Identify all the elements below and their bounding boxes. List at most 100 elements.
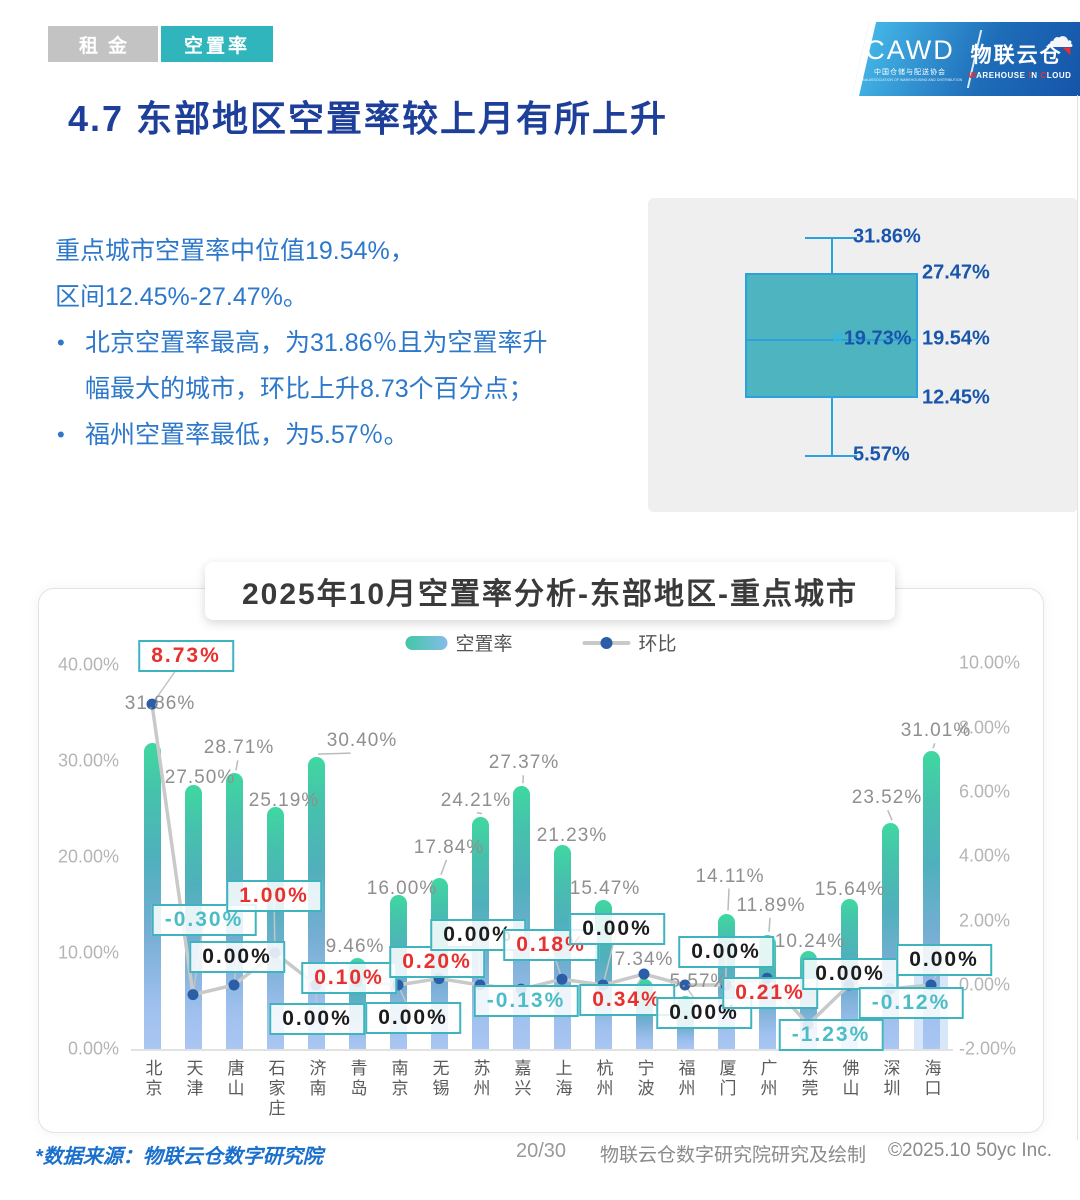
chart-title: 2025年10月空置率分析-东部地区-重点城市	[205, 562, 895, 620]
right-axis-tick: 6.00%	[959, 781, 1011, 802]
x-axis-label-宁波: 宁波	[634, 1059, 654, 1099]
cawd-logo-text: CAWD	[865, 34, 955, 65]
x-axis-label-苏州: 苏州	[470, 1059, 490, 1099]
x-axis-label-青岛: 青岛	[347, 1059, 367, 1099]
median-line	[745, 339, 918, 341]
bar-series-swatch	[405, 635, 448, 650]
bar-value-label: 27.50%	[164, 767, 236, 788]
bar-value-label: 31.01%	[900, 720, 972, 742]
x-axis-label-杭州: 杭州	[593, 1059, 613, 1099]
line-point-宁波[interactable]	[638, 968, 650, 980]
lower-whisker-cap	[805, 455, 857, 457]
x-axis-line	[131, 1049, 953, 1051]
red-arrow-icon: ◥	[1062, 45, 1073, 57]
right-axis-tick: 8.00%	[959, 717, 1011, 738]
max-label: 31.86%	[853, 225, 921, 248]
mom-callout-深圳: -0.12%	[858, 987, 964, 1019]
mean-x-mark: ×	[832, 327, 844, 350]
line-point-唐山[interactable]	[228, 979, 240, 991]
bar-value-label: 11.89%	[736, 894, 806, 916]
left-axis-tick: 20.00%	[57, 846, 119, 867]
line-point-福州[interactable]	[679, 979, 691, 991]
chart-card: 空置率 环比 40.00% 30.00% 20.00% 10.00% 0.00% 10.…	[38, 588, 1044, 1133]
cawd-logo: CAWD 中国仓储与配送协会 CHINA ASSOCIATION OF WARE…	[843, 22, 963, 96]
bar-value-label: 10.24%	[774, 930, 846, 952]
cloud-icon: ☁	[1044, 21, 1074, 54]
summary-text: 重点城市空置率中位值19.54%， 区间12.45%-27.47%。 • 北京空置率…	[55, 228, 655, 458]
q1-label: 12.45%	[922, 386, 990, 409]
bar-value-label: 14.11%	[695, 865, 765, 887]
bar-label-leader	[476, 811, 483, 815]
mom-callout-石家庄: 1.00%	[226, 880, 322, 912]
bar-value-label: 25.19%	[248, 790, 320, 812]
footer-source: *数据来源：物联云仓数字研究院	[35, 1146, 323, 1168]
mom-callout-广州: 0.21%	[722, 977, 818, 1009]
bar-value-label: 15.47%	[569, 878, 641, 900]
bar-value-label: 31.86%	[124, 693, 196, 715]
bar-value-label: 17.84%	[413, 836, 485, 858]
x-axis-label-厦门: 厦门	[716, 1059, 736, 1099]
cawd-logo-subtext: 中国仓储与配送协会	[874, 68, 946, 76]
mom-callout-海口: 0.00%	[896, 944, 992, 976]
mom-callout-北京: 8.73%	[138, 640, 234, 672]
bar-value-label: 27.37%	[488, 752, 560, 774]
bar-value-label: 30.40%	[326, 730, 398, 752]
line-point-上海[interactable]	[556, 973, 568, 985]
x-axis-label-上海: 上海	[552, 1059, 572, 1099]
tab-vacancy-rate[interactable]: 空置率	[161, 26, 273, 62]
summary-intro: 重点城市空置率中位值19.54%， 区间12.45%-27.47%。	[55, 228, 655, 320]
bar-labels-layer: 31.86% 27.50% 28.71% 25.19% 30.40% 9.46% 16.00…	[39, 589, 1043, 1132]
page-title: 4.7 东部地区空置率较上月有所上升	[68, 98, 669, 139]
x-axis-label-广州: 广州	[757, 1059, 777, 1099]
line-point-北京[interactable]	[146, 698, 158, 710]
upper-whisker-cap	[805, 237, 857, 239]
bar-label-leader	[727, 888, 730, 911]
boxplot-panel: 31.86% 27.47% ×19.73% 19.54% 12.45% 5.57%	[648, 198, 1078, 512]
footer-copyright: ©2025.10 50yc Inc.	[888, 1140, 1053, 1161]
bar-value-label: 21.23%	[536, 825, 608, 847]
upper-whisker	[831, 237, 833, 273]
bar-value-label: 28.71%	[203, 737, 275, 759]
logo-banner: CAWD 中国仓储与配送协会 CHINA ASSOCIATION OF WARE…	[843, 21, 1080, 96]
x-axis-label-佛山: 佛山	[839, 1059, 859, 1099]
legend-item-mom[interactable]: 环比	[582, 629, 677, 656]
x-axis-label-海口: 海口	[921, 1059, 941, 1099]
median-label: 19.54%	[922, 327, 990, 350]
legend-item-vacancy[interactable]: 空置率	[405, 629, 513, 656]
x-axis-label-福州: 福州	[675, 1059, 695, 1099]
bar-北京[interactable]	[143, 743, 161, 1049]
line-point-天津[interactable]	[187, 989, 199, 1001]
left-axis-tick: 30.00%	[57, 750, 119, 771]
x-axis-label-天津: 天津	[183, 1059, 203, 1099]
mom-callout-唐山: 0.00%	[189, 941, 285, 973]
mom-callout-东莞: -1.23%	[778, 1019, 884, 1051]
legend-label: 空置率	[455, 634, 513, 655]
mom-callout-青岛: 0.10%	[301, 962, 397, 994]
right-axis-tick: 0.00%	[959, 974, 1011, 995]
x-axis-label-石家庄: 石家庄	[265, 1059, 285, 1119]
right-axis-tick: 10.00%	[959, 652, 1021, 673]
bar-value-label: 23.52%	[851, 787, 923, 809]
x-axis-label-嘉兴: 嘉兴	[511, 1059, 531, 1099]
lower-whisker	[831, 398, 833, 455]
bar-label-leader	[235, 760, 239, 771]
mom-callout-厦门: 0.00%	[678, 936, 774, 968]
bar-value-label: 24.21%	[440, 789, 512, 811]
bar-label-leader	[317, 752, 351, 755]
summary-bullet: • 福州空置率最低，为5.57％。	[57, 421, 409, 449]
right-axis-tick: -2.00%	[959, 1038, 1017, 1059]
tab-rent[interactable]: 租金	[48, 26, 158, 62]
bar-label-leader	[932, 743, 936, 749]
summary-bullets: • 北京空置率最高，为31.86％且为空置率升 幅最大的城市，环比上升8.73个百分…	[55, 320, 655, 458]
x-axis-label-深圳: 深圳	[880, 1059, 900, 1099]
x-axis-label-济南: 济南	[306, 1059, 326, 1099]
brand-name: 物联云仓◥	[970, 43, 1073, 67]
bar-label-leader	[440, 859, 448, 875]
bar-value-label: 15.64%	[814, 878, 886, 900]
right-axis-tick: 2.00%	[959, 910, 1011, 931]
mom-callout-无锡: 0.20%	[389, 946, 485, 978]
line-series-swatch	[582, 636, 631, 649]
bar-嘉兴[interactable]	[512, 786, 530, 1049]
summary-line: 重点城市空置率中位值19.54%，	[55, 237, 415, 265]
